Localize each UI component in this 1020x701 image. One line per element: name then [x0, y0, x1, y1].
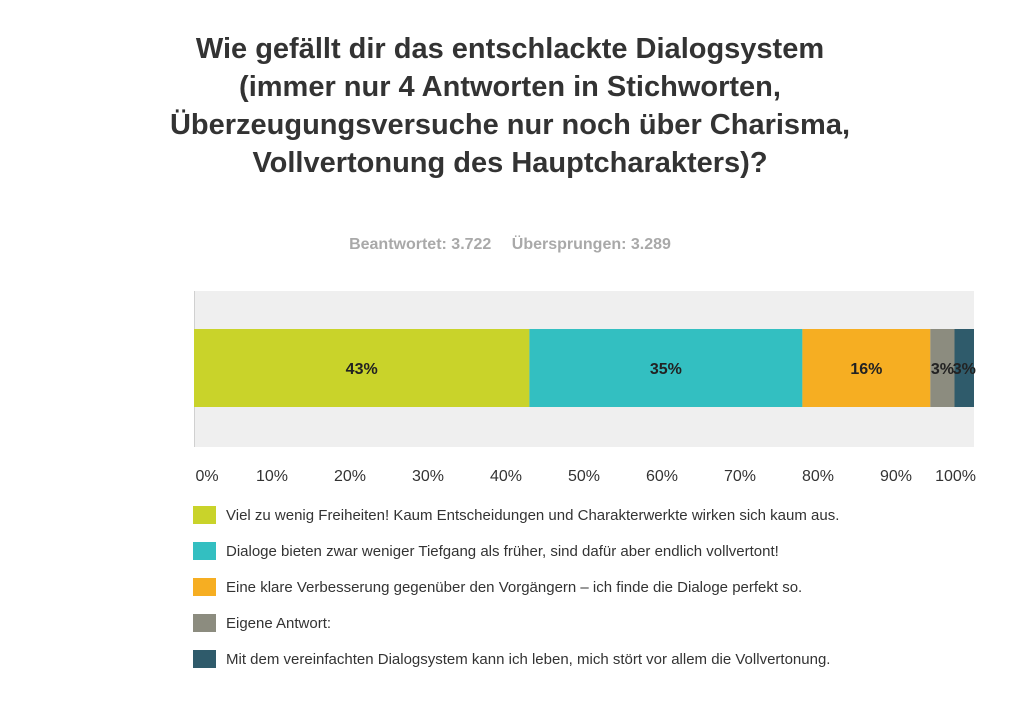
answered-count: Beantwortet: 3.722 — [349, 236, 492, 253]
legend-label: Eigene Antwort: — [226, 614, 332, 632]
x-tick-label: 0% — [195, 468, 218, 485]
legend-swatch — [193, 542, 216, 560]
legend-swatch — [193, 506, 216, 524]
legend-label: Dialoge bieten zwar weniger Tiefgang als… — [226, 542, 779, 560]
response-stats: Beantwortet: 3.722 Übersprungen: 3.289 — [150, 236, 870, 254]
x-tick-label: 30% — [412, 468, 444, 485]
x-tick-label: 60% — [646, 468, 678, 485]
legend-item: Mit dem vereinfachten Dialogsystem kann … — [193, 649, 839, 669]
legend-item: Eigene Antwort: — [193, 613, 839, 633]
x-tick-label: 20% — [334, 468, 366, 485]
legend-item: Eine klare Verbesserung gegenüber den Vo… — [193, 577, 839, 597]
data-label-5: 3% — [953, 361, 976, 378]
legend-swatch — [193, 578, 216, 596]
bar-segment-5 — [954, 329, 974, 407]
data-label-1: 43% — [346, 361, 378, 378]
chart-legend: Viel zu wenig Freiheiten! Kaum Entscheid… — [193, 505, 839, 685]
legend-label: Eine klare Verbesserung gegenüber den Vo… — [226, 578, 803, 596]
x-tick-label: 50% — [568, 468, 600, 485]
bar-segment-2 — [529, 329, 803, 407]
x-tick-label: 70% — [724, 468, 756, 485]
bar-segment-3 — [802, 329, 931, 407]
skipped-count: Übersprungen: 3.289 — [511, 236, 671, 253]
chart-title: Wie gefällt dir das entschlackte Dialogs… — [169, 33, 851, 179]
data-label-3: 16% — [850, 361, 882, 378]
x-tick-label: 10% — [256, 468, 288, 485]
legend-label: Mit dem vereinfachten Dialogsystem kann … — [226, 650, 831, 668]
legend-item: Viel zu wenig Freiheiten! Kaum Entscheid… — [193, 505, 839, 525]
bar-segment-4 — [930, 329, 955, 407]
legend-label: Viel zu wenig Freiheiten! Kaum Entscheid… — [226, 506, 840, 524]
legend-swatch — [193, 614, 216, 632]
x-tick-label: 40% — [490, 468, 522, 485]
x-tick-label: 100% — [935, 468, 976, 485]
bar-segment-1 — [194, 329, 530, 407]
legend-item: Dialoge bieten zwar weniger Tiefgang als… — [193, 541, 839, 561]
data-label-2: 35% — [650, 361, 682, 378]
data-label-4: 3% — [931, 361, 954, 378]
legend-swatch — [193, 650, 216, 668]
x-tick-label: 80% — [802, 468, 834, 485]
x-tick-label: 90% — [880, 468, 912, 485]
